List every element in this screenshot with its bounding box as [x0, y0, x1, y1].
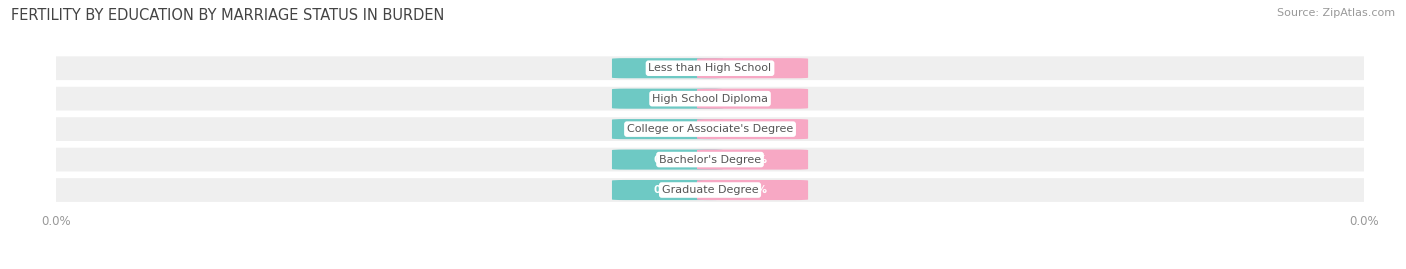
Legend: Married, Unmarried: Married, Unmarried — [613, 264, 807, 269]
Text: 0.0%: 0.0% — [652, 185, 682, 195]
Text: 0.0%: 0.0% — [652, 155, 682, 165]
FancyBboxPatch shape — [30, 117, 1391, 141]
Text: 0.0%: 0.0% — [652, 63, 682, 73]
FancyBboxPatch shape — [697, 58, 808, 78]
Text: 0.0%: 0.0% — [652, 124, 682, 134]
Text: 0.0%: 0.0% — [738, 124, 768, 134]
Text: Source: ZipAtlas.com: Source: ZipAtlas.com — [1277, 8, 1395, 18]
FancyBboxPatch shape — [612, 58, 723, 78]
FancyBboxPatch shape — [30, 178, 1391, 202]
FancyBboxPatch shape — [612, 89, 723, 109]
Text: 0.0%: 0.0% — [738, 185, 768, 195]
FancyBboxPatch shape — [612, 180, 723, 200]
Text: 0.0%: 0.0% — [738, 94, 768, 104]
Text: 0.0%: 0.0% — [652, 94, 682, 104]
FancyBboxPatch shape — [30, 87, 1391, 111]
Text: Graduate Degree: Graduate Degree — [662, 185, 758, 195]
FancyBboxPatch shape — [30, 56, 1391, 80]
FancyBboxPatch shape — [697, 89, 808, 109]
Text: Less than High School: Less than High School — [648, 63, 772, 73]
FancyBboxPatch shape — [30, 148, 1391, 171]
Text: Bachelor's Degree: Bachelor's Degree — [659, 155, 761, 165]
FancyBboxPatch shape — [697, 119, 808, 139]
Text: 0.0%: 0.0% — [738, 155, 768, 165]
FancyBboxPatch shape — [697, 150, 808, 170]
FancyBboxPatch shape — [612, 119, 723, 139]
Text: 0.0%: 0.0% — [738, 63, 768, 73]
Text: High School Diploma: High School Diploma — [652, 94, 768, 104]
Text: College or Associate's Degree: College or Associate's Degree — [627, 124, 793, 134]
FancyBboxPatch shape — [697, 180, 808, 200]
FancyBboxPatch shape — [612, 150, 723, 170]
Text: FERTILITY BY EDUCATION BY MARRIAGE STATUS IN BURDEN: FERTILITY BY EDUCATION BY MARRIAGE STATU… — [11, 8, 444, 23]
